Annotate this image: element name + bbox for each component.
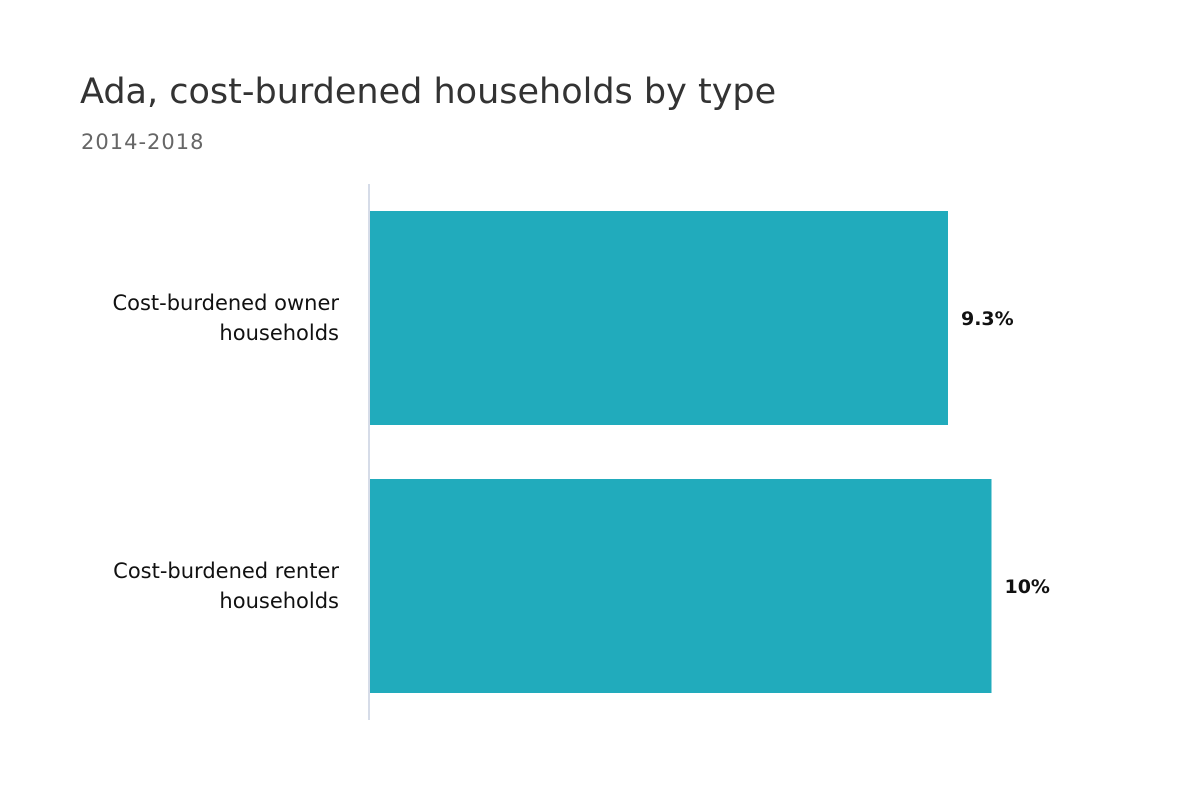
chart-subtitle: 2014-2018 [81, 130, 205, 154]
chart-title: Ada, cost-burdened households by type [80, 72, 777, 112]
category-label-renter-line-2: households [219, 589, 339, 613]
category-label-owner-line-2: households [219, 321, 339, 345]
data-label-renter: 10% [1004, 576, 1049, 598]
bar-renter [370, 479, 992, 693]
category-label-renter-line-1: Cost-burdened renter [113, 559, 339, 583]
category-label-owner-line-1: Cost-burdened owner [112, 291, 339, 315]
bar-owner [370, 211, 948, 425]
data-label-owner: 9.3% [961, 308, 1014, 330]
